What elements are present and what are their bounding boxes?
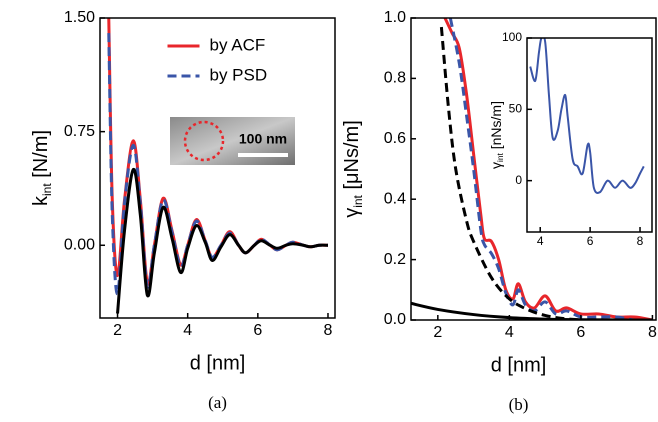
scale-bar: [238, 153, 288, 157]
y-tick-label: 0.8: [384, 70, 406, 87]
x-tick-label: 8: [637, 234, 644, 248]
y-label-subscript: int: [351, 194, 365, 207]
legend-label: by PSD: [210, 65, 268, 84]
y-tick-label: 100: [502, 30, 522, 44]
data-line: [439, 26, 582, 320]
y-axis-label: γint [nNs/m]: [488, 101, 506, 169]
data-line: [116, 168, 329, 314]
x-tick-label: 4: [505, 324, 514, 341]
inset-background: [488, 30, 656, 260]
x-tick-label: 8: [324, 322, 333, 339]
y-label-unit: [nNs/m]: [488, 101, 504, 153]
y-tick-label: 0.6: [384, 130, 406, 147]
y-label-symbol: k: [30, 195, 52, 206]
x-tick-label: 4: [537, 234, 544, 248]
y-tick-label: 50: [509, 101, 523, 115]
x-tick-label: 6: [253, 322, 262, 339]
y-tick-label: 0: [515, 173, 522, 187]
y-label-subscript: int: [495, 152, 505, 162]
x-tick-label: 6: [587, 234, 594, 248]
scale-label: 100 nm: [239, 131, 287, 147]
x-tick-label: 8: [648, 324, 657, 341]
plot-frame: [410, 17, 657, 321]
y-tick-label: 1.50: [64, 9, 95, 26]
x-axis-label: d [nm]: [190, 352, 246, 374]
data-line: [529, 38, 645, 194]
x-tick-label: 6: [576, 324, 585, 341]
y-axis-label: kint [N/m]: [30, 130, 54, 206]
y-tick-label: 0.4: [384, 190, 406, 207]
y-tick-label: 1.0: [384, 9, 406, 26]
x-tick-label: 2: [113, 322, 122, 339]
y-tick-label: 0.0: [384, 311, 406, 328]
x-tick-label: 4: [183, 322, 192, 339]
y-label-subscript: int: [40, 183, 54, 196]
y-tick-label: 0.2: [384, 251, 406, 268]
data-line: [443, 18, 653, 320]
caption: (a): [208, 393, 227, 412]
caption: (b): [509, 395, 529, 414]
y-label-unit: [N/m]: [30, 130, 52, 183]
x-axis-label: d [nm]: [491, 354, 547, 376]
data-line: [448, 18, 653, 320]
y-label-symbol: γ: [488, 162, 504, 169]
sem-inset: 100 nm: [170, 117, 295, 165]
plot-frame: [99, 17, 336, 319]
legend-label: by ACF: [210, 35, 266, 54]
tip-circle: [183, 120, 225, 162]
y-axis-label: γint [μNs/m]: [341, 120, 365, 218]
y-label-symbol: γ: [341, 208, 363, 218]
y-tick-label: 0.00: [64, 236, 95, 253]
x-tick-label: 2: [433, 324, 442, 341]
y-tick-label: 0.75: [64, 123, 95, 140]
y-label-unit: [μNs/m]: [341, 120, 363, 195]
